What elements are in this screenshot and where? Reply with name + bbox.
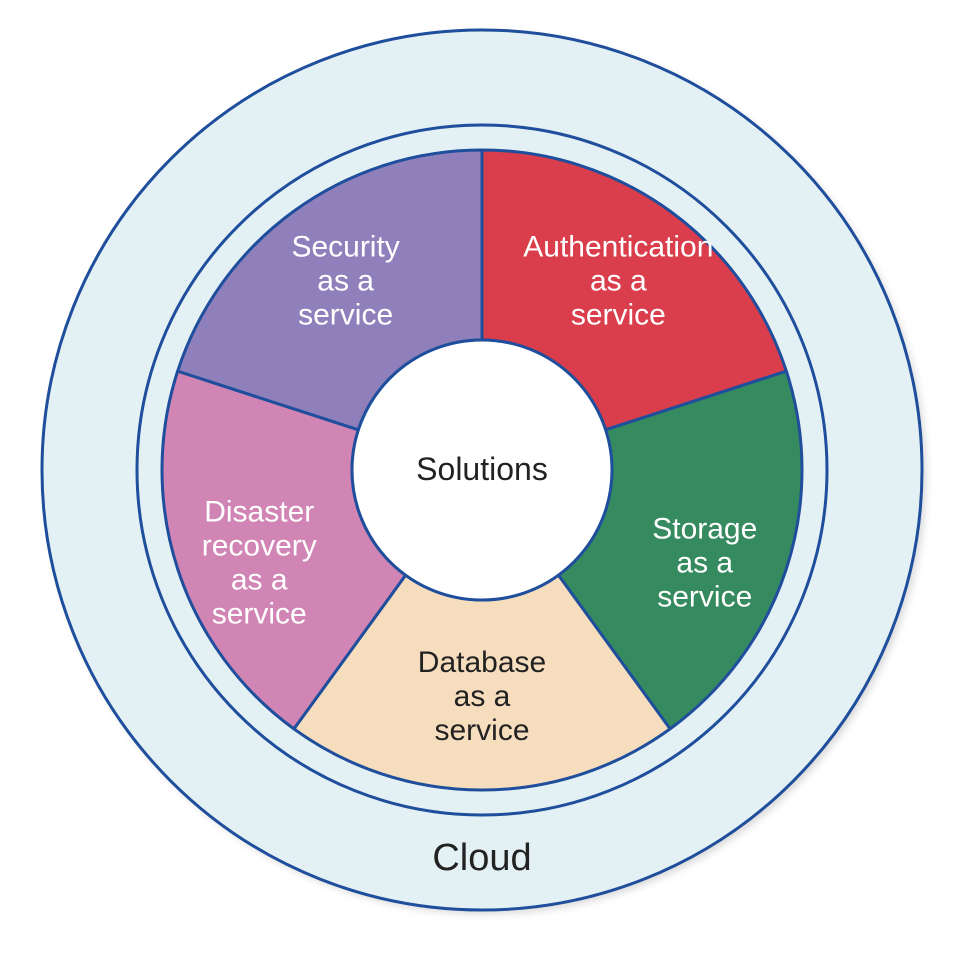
segment-label-1-line-2: service <box>657 581 752 614</box>
segment-label-4-line-2: service <box>298 298 393 331</box>
segment-label-3-line-1: recovery <box>202 530 317 563</box>
segment-label-4-line-0: Security <box>291 230 399 263</box>
segment-label-0-line-0: Authentication <box>523 230 713 263</box>
segment-label-2-line-1: as a <box>454 680 511 713</box>
segment-label-3-line-2: as a <box>231 564 288 597</box>
segment-label-3-line-0: Disaster <box>204 496 314 529</box>
center-label: Solutions <box>416 451 548 487</box>
segment-label-0-line-2: service <box>571 298 666 331</box>
segment-label-4-line-1: as a <box>317 264 374 297</box>
segment-label-3-line-3: service <box>212 598 307 631</box>
segment-label-0-line-1: as a <box>590 264 647 297</box>
segment-label-2-line-0: Database <box>418 646 546 679</box>
cloud-services-donut: SolutionsCloudAuthenticationas aserviceS… <box>0 0 965 965</box>
segment-label-2-line-2: service <box>434 714 529 747</box>
outer-ring-label: Cloud <box>432 837 531 879</box>
segment-label-1-line-0: Storage <box>652 513 757 546</box>
segment-label-1-line-1: as a <box>676 547 733 580</box>
